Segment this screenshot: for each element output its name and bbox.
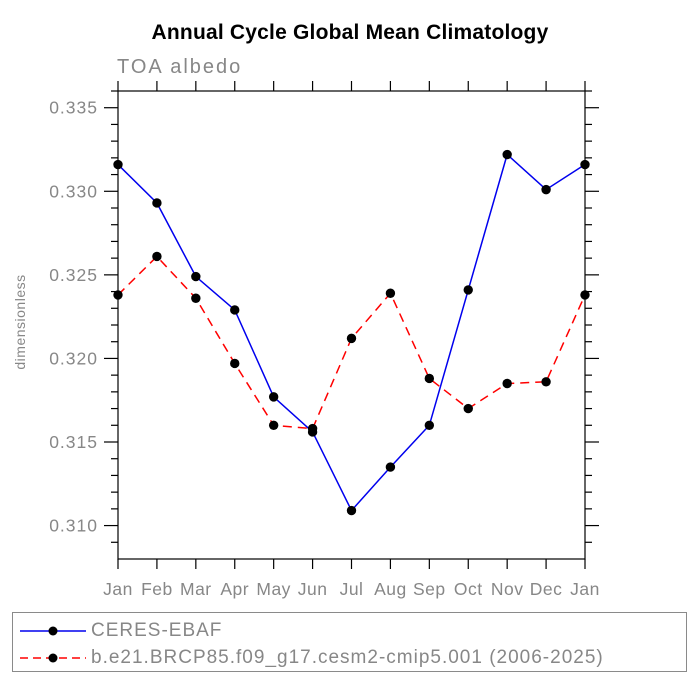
x-tick-label: Jan — [570, 579, 600, 599]
data-point-marker — [346, 333, 357, 344]
x-tick-label: Dec — [530, 579, 563, 599]
data-point-marker — [541, 184, 551, 195]
series-line-0 — [117, 153, 586, 512]
data-point-marker — [268, 392, 279, 402]
data-point-marker — [230, 305, 240, 315]
data-point-marker — [113, 159, 123, 170]
data-point-marker — [463, 285, 473, 295]
data-point-marker — [152, 198, 162, 208]
legend-item-ceres-ebaf: CERES-EBAF — [19, 617, 222, 644]
y-tick-label: 0.330 — [49, 181, 98, 201]
x-tick-label: May — [256, 579, 291, 599]
data-point-marker — [463, 403, 473, 414]
x-tick-label: Jun — [298, 579, 328, 599]
chart-plot-area: Jan Feb Mar Apr May Jun Jul Aug Sep Oct Nov Dec Jan 0… — [49, 81, 600, 599]
legend-sample-marker — [48, 626, 58, 635]
data-point-marker — [424, 420, 435, 430]
x-tick-label: Jan — [103, 579, 133, 599]
x-tick-label: Mar — [180, 579, 212, 599]
legend-line-sample-dashed — [20, 653, 86, 662]
data-point-marker — [580, 290, 590, 300]
x-tick-label: Nov — [491, 579, 524, 599]
y-tick-label: 0.320 — [49, 348, 98, 368]
legend-label-ceres-ebaf: CERES-EBAF — [91, 619, 223, 641]
legend-label-model-run: b.e21.BRCP85.f09_g17.cesm2-cmip5.001 (20… — [91, 646, 604, 668]
data-point-marker — [191, 271, 201, 282]
data-point-marker — [191, 293, 201, 303]
x-tick-label: Feb — [141, 579, 173, 599]
data-point-marker — [502, 149, 512, 160]
data-point-marker — [152, 251, 162, 262]
data-point-marker — [502, 378, 512, 389]
legend-line-sample-solid — [20, 626, 86, 635]
data-point-marker — [424, 373, 435, 384]
data-point-marker — [385, 462, 396, 472]
legend-item-model-run: b.e21.BRCP85.f09_g17.cesm2-cmip5.001 (20… — [19, 644, 604, 671]
data-point-marker — [230, 358, 240, 369]
legend: CERES-EBAF b.e21.BRCP85.f09_g17.cesm2-cm… — [12, 612, 687, 672]
chart-subtitle: TOA albedo — [117, 56, 243, 78]
y-tick-label: 0.310 — [49, 516, 98, 536]
data-point-marker — [307, 423, 318, 434]
x-tick-label: Apr — [220, 579, 249, 599]
x-tick-label: Aug — [374, 579, 407, 599]
y-tick-label: 0.335 — [49, 98, 98, 118]
x-tick-label: Oct — [454, 579, 483, 599]
x-tick-label: Jul — [340, 579, 364, 599]
y-tick-label: 0.325 — [49, 265, 98, 285]
data-point-marker — [541, 377, 551, 387]
data-point-marker — [268, 420, 279, 430]
y-tick-label: 0.315 — [49, 432, 98, 452]
data-point-marker — [385, 288, 396, 298]
data-point-marker — [113, 290, 123, 300]
x-tick-label: Sep — [413, 579, 446, 599]
data-point-marker — [580, 159, 590, 170]
legend-sample-marker — [48, 653, 58, 662]
data-point-marker — [346, 505, 357, 516]
chart-title: Annual Cycle Global Mean Climatology — [151, 21, 549, 44]
